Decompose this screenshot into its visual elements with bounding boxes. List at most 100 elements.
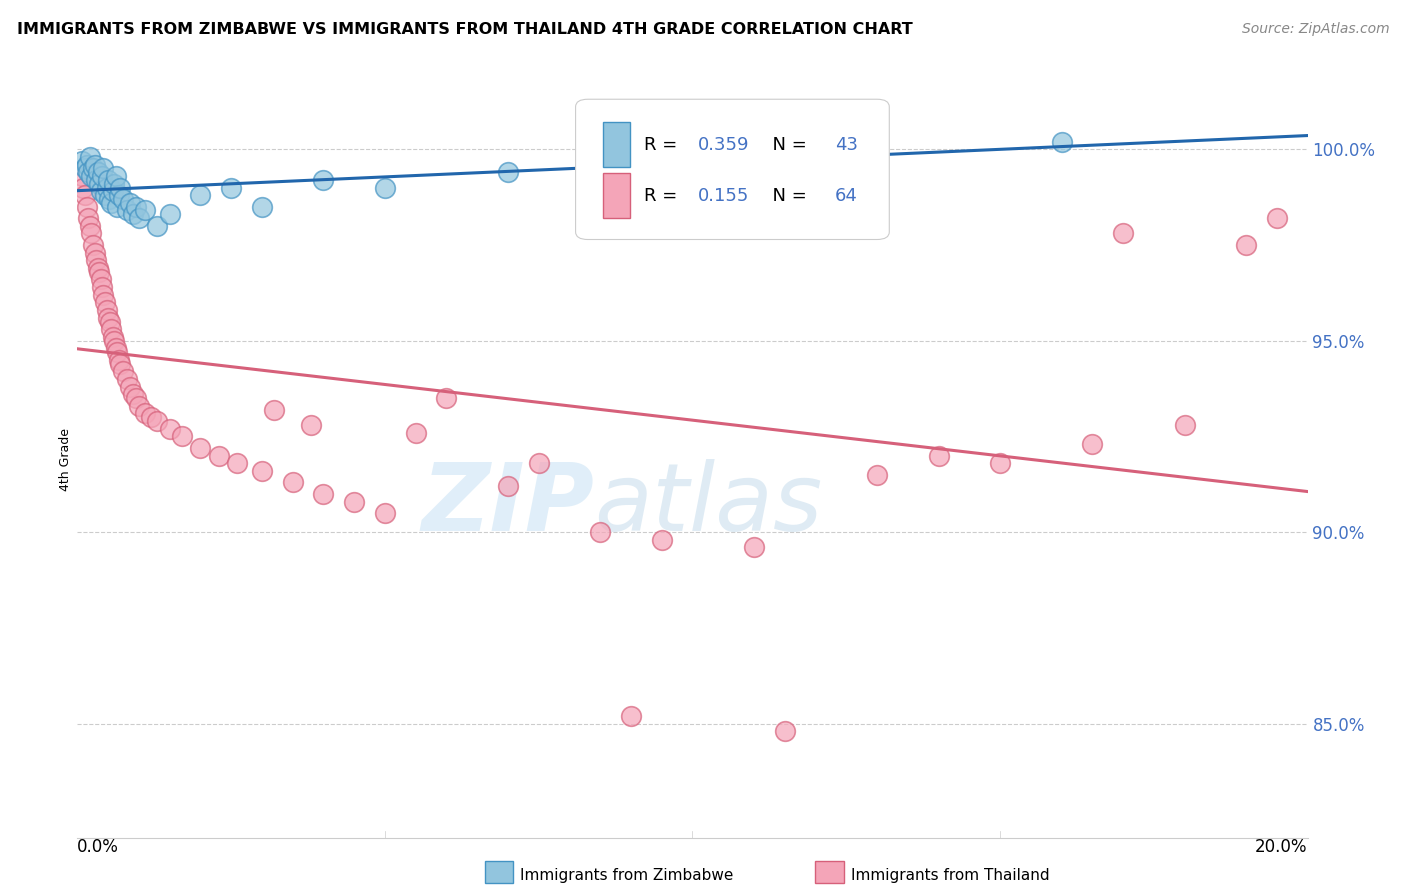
Point <box>98 192 121 206</box>
Point <box>79 150 101 164</box>
Point <box>436 391 458 405</box>
Point <box>866 467 889 482</box>
Point <box>98 314 121 328</box>
Point <box>86 260 108 275</box>
Text: 20.0%: 20.0% <box>1256 838 1308 856</box>
Point <box>988 456 1011 470</box>
Point <box>527 456 550 470</box>
Point <box>188 188 212 202</box>
Point <box>77 165 100 179</box>
Point <box>83 245 105 260</box>
Point <box>97 310 120 325</box>
Point <box>281 475 304 490</box>
Point <box>97 173 120 187</box>
Point <box>100 195 122 210</box>
Point <box>589 525 612 540</box>
Point <box>101 184 124 198</box>
Point <box>121 207 143 221</box>
Point <box>101 330 124 344</box>
Point <box>128 211 150 226</box>
Point <box>226 456 249 470</box>
Text: ZIP: ZIP <box>422 458 595 551</box>
Point <box>112 192 135 206</box>
Point <box>90 272 112 286</box>
Point <box>159 207 181 221</box>
Text: N =: N = <box>762 136 813 153</box>
Point <box>87 265 110 279</box>
Point <box>76 200 98 214</box>
Point <box>90 169 114 183</box>
Point <box>773 724 796 739</box>
Point <box>125 200 148 214</box>
Point <box>90 280 114 294</box>
Point <box>208 449 231 463</box>
Point <box>496 165 519 179</box>
Point <box>100 322 122 336</box>
Point <box>108 352 131 367</box>
Point <box>405 425 427 440</box>
Point <box>312 173 335 187</box>
Bar <box>603 122 630 168</box>
Point <box>90 184 112 198</box>
Point <box>299 417 322 432</box>
Point <box>82 238 104 252</box>
Point <box>128 399 150 413</box>
Point <box>134 203 156 218</box>
Text: R =: R = <box>644 186 683 204</box>
Point <box>118 195 141 210</box>
Point <box>105 342 128 356</box>
FancyBboxPatch shape <box>575 99 890 239</box>
Point <box>103 334 125 348</box>
Text: 0.359: 0.359 <box>697 136 749 153</box>
Point <box>79 219 101 233</box>
Point <box>96 303 118 318</box>
Point <box>1050 135 1073 149</box>
Point <box>1112 227 1135 241</box>
Point <box>87 177 110 191</box>
Point <box>118 379 141 393</box>
Point <box>91 287 114 301</box>
Point <box>70 153 93 168</box>
Text: 0.0%: 0.0% <box>77 838 120 856</box>
Point <box>115 372 138 386</box>
Point <box>105 200 128 214</box>
Point <box>146 219 169 233</box>
Point <box>76 157 98 171</box>
Point <box>94 188 117 202</box>
Point <box>250 200 273 214</box>
Point <box>682 142 704 156</box>
Point <box>343 494 366 508</box>
Point <box>80 227 103 241</box>
Point <box>866 138 889 153</box>
Text: 43: 43 <box>835 136 858 153</box>
Point <box>170 429 193 443</box>
Point <box>620 709 643 723</box>
Point <box>1174 417 1197 432</box>
Point <box>651 533 673 547</box>
Point <box>374 506 396 520</box>
Point <box>86 165 108 179</box>
Point <box>84 173 107 187</box>
Point <box>374 180 396 194</box>
Text: N =: N = <box>762 186 813 204</box>
Point <box>742 541 765 555</box>
Point <box>312 487 335 501</box>
Text: 0.155: 0.155 <box>697 186 749 204</box>
Point <box>80 169 103 183</box>
Point <box>1234 238 1257 252</box>
Point <box>112 364 135 378</box>
Point <box>73 188 96 202</box>
Point <box>496 479 519 493</box>
Point <box>928 449 950 463</box>
Point <box>134 406 156 420</box>
Point <box>219 180 242 194</box>
Point <box>1265 211 1288 226</box>
Point <box>70 169 93 183</box>
Text: atlas: atlas <box>595 459 823 550</box>
Point <box>82 161 104 176</box>
Text: Immigrants from Zimbabwe: Immigrants from Zimbabwe <box>520 869 734 883</box>
Point <box>250 464 273 478</box>
Point <box>115 203 138 218</box>
Point <box>103 177 125 191</box>
Point <box>73 161 96 176</box>
